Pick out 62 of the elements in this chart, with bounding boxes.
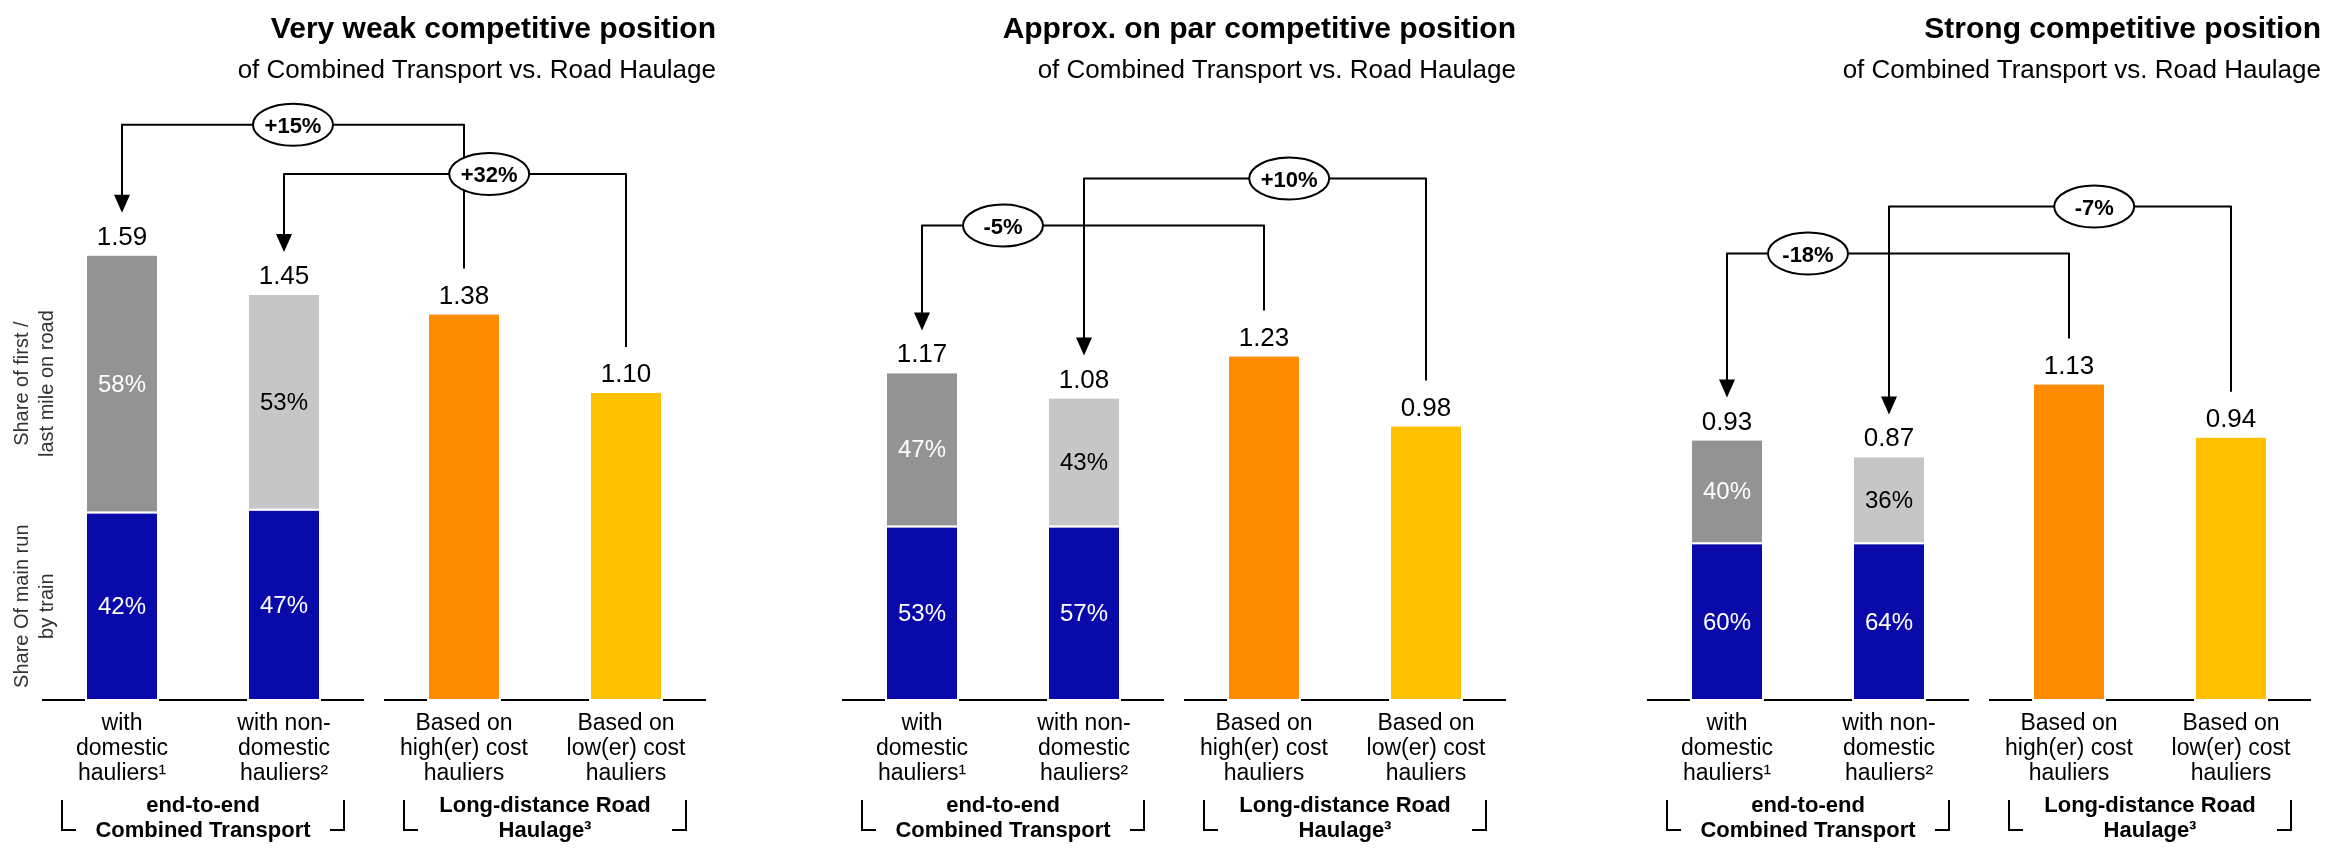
text: Share Of main run by train <box>10 524 57 688</box>
text: end-to-end Combined Transport <box>1700 792 1917 842</box>
annotation: 64% <box>1864 607 1914 635</box>
x-tick-label: with non- domestic hauliers² <box>1036 709 1131 785</box>
text: +32% <box>460 162 518 187</box>
x-tick-label: Based on low(er) cost hauliers <box>2171 709 2292 785</box>
text: end-to-end Combined Transport <box>95 792 312 842</box>
x-tick-label: Based on low(er) cost hauliers <box>566 709 687 785</box>
x-tick-label: with domestic hauliers¹ <box>75 709 169 785</box>
annotation: 42% <box>97 592 147 620</box>
total-label: 1.45 <box>258 260 310 290</box>
x-tick-label: with domestic hauliers¹ <box>875 709 969 785</box>
x-tick-label: with non- domestic hauliers² <box>1841 709 1936 785</box>
annotation: 47% <box>259 590 309 618</box>
chart-title: Approx. on par competitive position <box>1002 11 1516 44</box>
data-label: 0.98 <box>1400 391 1452 422</box>
x-tick-label: Based on low(er) cost hauliers <box>1366 709 1487 785</box>
annotation: 40% <box>1702 477 1752 505</box>
text: Share of first / last mile on road <box>10 310 57 457</box>
total-label: 1.59 <box>96 220 148 251</box>
x-tick-label: Based on high(er) cost hauliers <box>1200 709 1329 785</box>
annotation: 47% <box>897 435 947 463</box>
text: Long-distance Road Haulage³ <box>1239 792 1451 842</box>
chart-subtitle: of Combined Transport vs. Road Haulage <box>237 54 716 84</box>
text: +10% <box>1260 166 1318 192</box>
text: end-to-end Combined Transport <box>895 792 1112 842</box>
data-label: 1.38 <box>438 279 490 310</box>
bar <box>427 312 501 701</box>
text: Long-distance Road Haulage³ <box>2044 792 2256 842</box>
annotation: 53% <box>259 387 309 415</box>
annotation: 57% <box>1059 599 1109 627</box>
total-label: 0.93 <box>1701 405 1753 436</box>
chart-subtitle: of Combined Transport vs. Road Haulage <box>1842 54 2321 84</box>
total-label: 1.17 <box>896 338 948 369</box>
text: +15% <box>264 112 322 138</box>
total-label: 0.87 <box>1863 422 1915 453</box>
total-label: 1.08 <box>1058 363 1110 394</box>
chart-subtitle: of Combined Transport vs. Road Haulage <box>1037 54 1516 84</box>
text: -18% <box>1782 241 1834 267</box>
x-tick-label: with domestic hauliers¹ <box>1680 709 1774 785</box>
x-tick-label: with non- domestic hauliers² <box>236 709 331 785</box>
text: -7% <box>2074 194 2114 220</box>
text: -5% <box>983 213 1023 239</box>
x-tick-label: Based on high(er) cost hauliers <box>2005 709 2134 785</box>
annotation: 60% <box>1702 607 1752 635</box>
data-label: 1.23 <box>1238 321 1290 352</box>
annotation: 36% <box>1864 485 1914 513</box>
annotation: 53% <box>897 599 947 627</box>
chart-title: Strong competitive position <box>1924 11 2321 44</box>
data-label: 1.13 <box>2043 349 2095 380</box>
annotation: 43% <box>1059 448 1109 475</box>
annotation: 58% <box>97 369 147 397</box>
bar <box>1227 354 1301 701</box>
bar <box>589 391 663 701</box>
bar <box>1389 424 1463 701</box>
bar <box>2032 382 2106 701</box>
x-tick-label: Based on high(er) cost hauliers <box>400 709 529 785</box>
data-label: 0.94 <box>2205 402 2257 433</box>
bar <box>2194 435 2268 701</box>
data-label: 1.10 <box>600 358 652 388</box>
text: Long-distance Road Haulage³ <box>439 792 651 842</box>
chart-title: Very weak competitive position <box>270 11 716 44</box>
